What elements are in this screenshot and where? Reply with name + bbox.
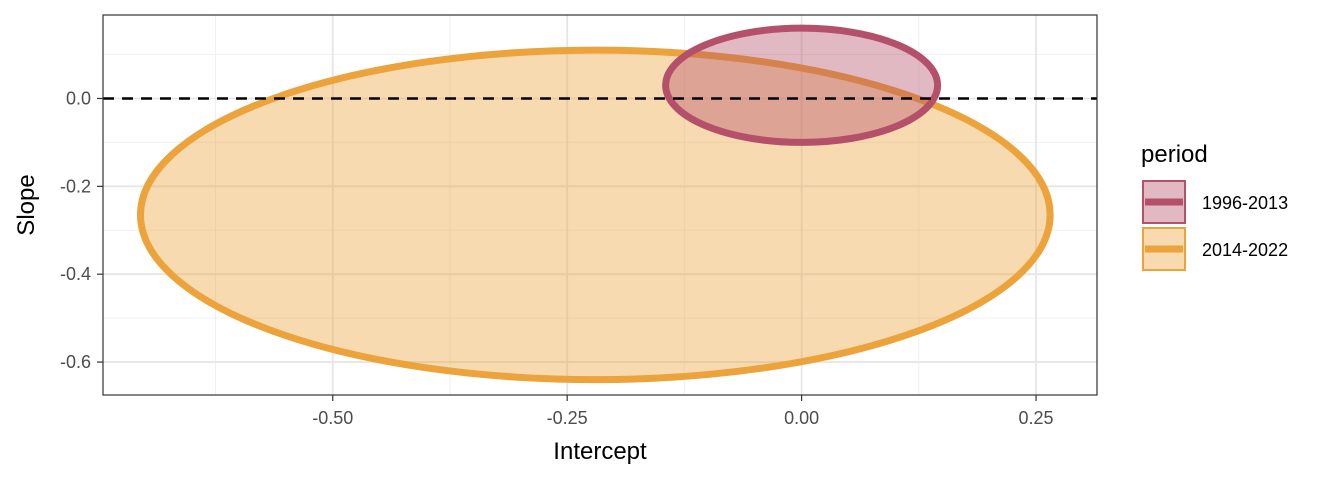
y-tick-label: -0.4 <box>60 264 91 284</box>
plot-panel-border <box>102 14 1098 396</box>
minor-gridlines <box>103 15 1097 395</box>
x-tick-label: 0.00 <box>784 408 819 428</box>
x-tick-label: -0.50 <box>312 408 353 428</box>
legend-title: period <box>1141 141 1208 168</box>
legend-keys: 1996-2013 2014-2022 <box>1142 180 1288 271</box>
confidence-ellipses <box>137 24 1054 384</box>
x-axis-title: Intercept <box>553 438 647 465</box>
y-axis-ticks: -0.6 -0.4 -0.2 0.0 <box>60 88 103 372</box>
legend-label-2014-2022: 2014-2022 <box>1202 240 1288 260</box>
y-axis-title: Slope <box>13 174 40 235</box>
x-tick-label: 0.25 <box>1019 408 1054 428</box>
x-tick-label: -0.25 <box>547 408 588 428</box>
y-tick-label: -0.6 <box>60 352 91 372</box>
x-axis-ticks: -0.50 -0.25 0.00 0.25 <box>312 395 1054 428</box>
legend: period 1996-2013 2014-2022 <box>1141 141 1288 271</box>
ellipse-1996-2013 <box>662 24 942 146</box>
y-tick-label: 0.0 <box>66 88 91 108</box>
y-tick-label: -0.2 <box>60 176 91 196</box>
legend-label-1996-2013: 1996-2013 <box>1202 193 1288 213</box>
ellipse-2014-2022 <box>137 46 1054 384</box>
